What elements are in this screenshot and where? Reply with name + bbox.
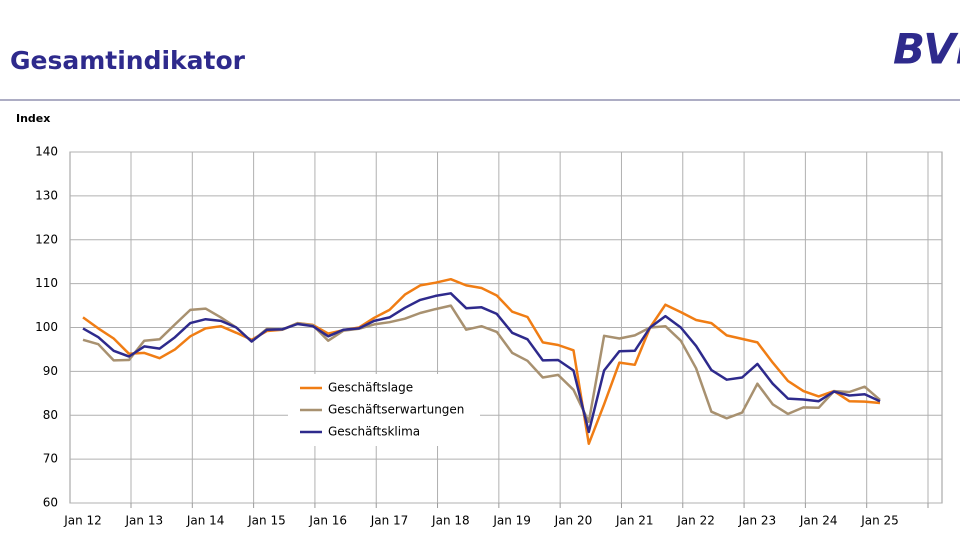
x-tick-label: Jan 25 <box>860 514 899 528</box>
legend: Geschäftslage Geschäftserwartungen Geschäf… <box>300 381 464 439</box>
x-tick-label: Jan 23 <box>738 514 777 528</box>
x-tick-label: Jan 16 <box>308 514 347 528</box>
legend-label: Geschäftslage <box>328 381 413 395</box>
y-tick-label: 130 <box>35 188 58 202</box>
series-line <box>82 292 881 434</box>
x-tick-label: Jan 19 <box>492 514 531 528</box>
y-tick-label: 120 <box>35 232 58 246</box>
logo: BVL <box>893 25 960 74</box>
x-tick-label: Jan 24 <box>799 514 838 528</box>
y-tick-label: 70 <box>43 452 58 466</box>
x-tick-label: Jan 22 <box>676 514 715 528</box>
y-tick-label: 80 <box>43 408 58 422</box>
x-tick-label: Jan 20 <box>554 514 593 528</box>
y-tick-label: 60 <box>43 496 58 510</box>
y-axis-label: Index <box>16 112 50 125</box>
y-tick-label: 100 <box>35 320 58 334</box>
legend-label: Geschäftsklima <box>328 425 420 439</box>
series-line <box>82 277 881 446</box>
x-tick-label: Jan 17 <box>370 514 409 528</box>
slide-title: Gesamtindikator <box>10 46 246 75</box>
x-tick-label: Jan 12 <box>63 514 102 528</box>
x-tick-label: Jan 14 <box>186 514 225 528</box>
x-tick-label: Jan 21 <box>615 514 654 528</box>
x-tick-label: Jan 13 <box>125 514 164 528</box>
x-tick-label: Jan 15 <box>247 514 286 528</box>
y-tick-label: 140 <box>35 145 58 159</box>
grid: 60 70 80 90 100 110 120 130 140 Jan 12 Jan 13 Jan 1… <box>35 145 942 528</box>
y-tick-label: 90 <box>43 364 58 378</box>
x-tick-label: Jan 18 <box>431 514 470 528</box>
legend-label: Geschäftserwartungen <box>328 403 464 417</box>
y-tick-label: 110 <box>35 276 58 290</box>
series-line <box>82 304 881 424</box>
lines <box>82 277 881 446</box>
